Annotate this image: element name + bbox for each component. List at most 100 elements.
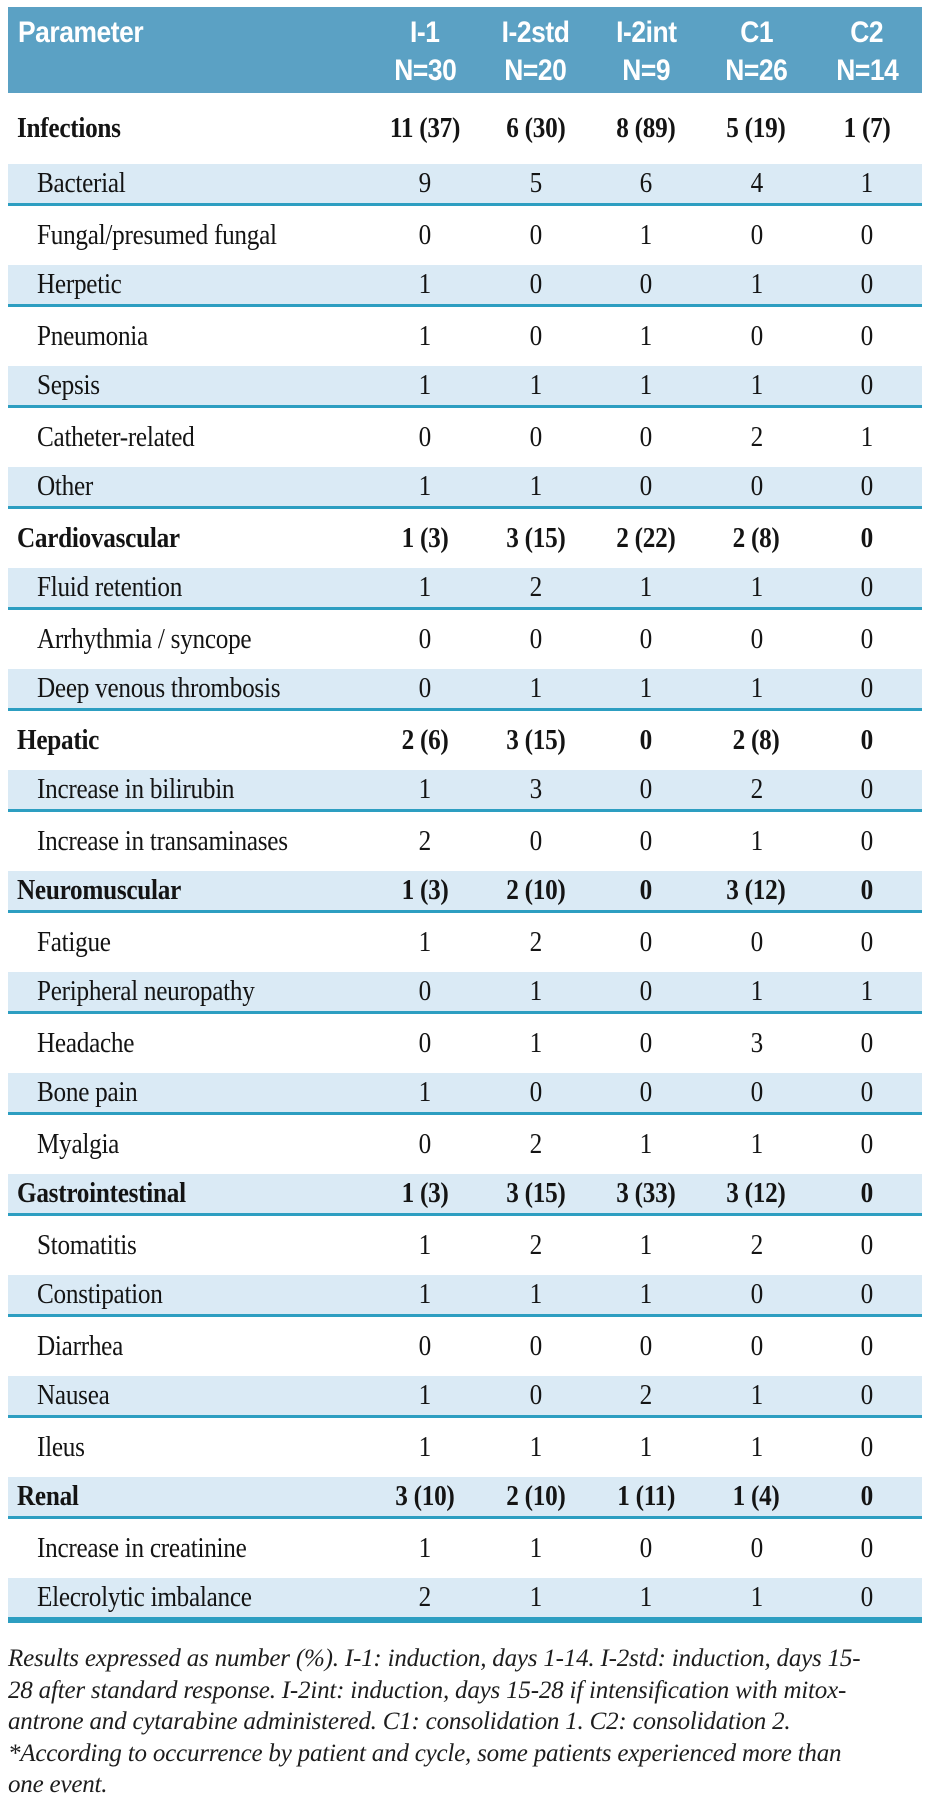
- cell-value: 2 (6): [401, 724, 449, 756]
- row-label: Constipation: [37, 1278, 163, 1310]
- header-cell-c1: C1 N=26: [701, 7, 811, 93]
- cell-value: 1 (3): [401, 522, 449, 554]
- cell-value: 6 (30): [505, 112, 566, 144]
- cell-value: 0: [750, 1330, 763, 1362]
- cell-value: 3 (12): [726, 874, 787, 906]
- header-label: C2: [850, 16, 884, 49]
- table-bottom-rule: [8, 1620, 922, 1623]
- table-row: Renal 3 (10) 2 (10) 1 (11) 1 (4) 0: [8, 1477, 922, 1519]
- cell-value: 2: [529, 926, 542, 958]
- cell-value: 5 (19): [726, 112, 787, 144]
- cell-value: 0: [860, 1076, 874, 1108]
- cell-value: 6: [639, 167, 653, 199]
- cell-value: 1: [419, 470, 432, 502]
- cell-value: 0: [860, 672, 874, 704]
- table-row: Infections 11 (37) 6 (30) 8 (89) 5 (19) 1 (7): [8, 93, 922, 164]
- cell-value: 1: [529, 1027, 542, 1059]
- header-n-count: N=9: [622, 54, 670, 87]
- cell-value: 3 (33): [616, 1177, 676, 1209]
- row-label: Stomatitis: [37, 1229, 137, 1261]
- row-label: Bone pain: [37, 1076, 138, 1108]
- table-row: Gastrointestinal 1 (3) 3 (15) 3 (33) 3 (12) 0: [8, 1174, 922, 1216]
- header-n-count: N=26: [725, 54, 788, 87]
- cell-value: 1: [419, 1229, 432, 1261]
- cell-value: 0: [419, 975, 432, 1007]
- cell-value: 1: [639, 672, 653, 704]
- table-row: Catheter-related 0 0 0 2 1: [8, 408, 922, 467]
- footnote-line: *According to occurrence by patient and …: [8, 1739, 842, 1767]
- cell-value: 2: [529, 1229, 542, 1261]
- cell-value: 0: [860, 1027, 874, 1059]
- cell-value: 1: [750, 571, 763, 603]
- row-label: Fungal/presumed fungal: [37, 219, 277, 251]
- cell-value: 0: [860, 623, 874, 655]
- cell-value: 1: [529, 1431, 542, 1463]
- cell-value: 0: [860, 1278, 874, 1310]
- cell-value: 0: [860, 874, 874, 906]
- cell-value: 3 (10): [395, 1480, 456, 1512]
- cell-value: 1: [750, 268, 763, 300]
- header-cell-parameter: Parameter: [8, 7, 370, 93]
- table-row: Fluid retention 1 2 1 1 0: [8, 568, 922, 610]
- footnote-line: Results expressed as number (%). I-1: in…: [8, 1645, 861, 1672]
- cell-value: 2 (10): [505, 874, 566, 906]
- cell-value: 1: [419, 1278, 432, 1310]
- cell-value: 0: [639, 623, 653, 655]
- cell-value: 1: [529, 975, 542, 1007]
- cell-value: 0: [529, 421, 542, 453]
- row-label: Peripheral neuropathy: [37, 975, 255, 1007]
- adverse-events-table: Parameter I-1 N=30 I-2std N=20 I-2int N=…: [8, 7, 922, 1623]
- cell-value: 1: [639, 1229, 653, 1261]
- cell-value: 0: [750, 1532, 763, 1564]
- row-label: Herpetic: [37, 268, 122, 300]
- row-label: Gastrointestinal: [17, 1177, 186, 1209]
- cell-value: 3: [529, 773, 542, 805]
- cell-value: 1: [750, 369, 763, 401]
- cell-value: 1: [419, 1532, 432, 1564]
- cell-value: 1: [419, 926, 432, 958]
- header-label: Parameter: [18, 16, 144, 49]
- cell-value: 1: [529, 470, 542, 502]
- cell-value: 0: [639, 874, 653, 906]
- cell-value: 0: [639, 470, 653, 502]
- cell-value: 1: [419, 1379, 432, 1411]
- cell-value: 2: [750, 421, 763, 453]
- table-row: Cardiovascular 1 (3) 3 (15) 2 (22) 2 (8) 0: [8, 509, 922, 568]
- cell-value: 0: [750, 219, 763, 251]
- cell-value: 1: [750, 672, 763, 704]
- cell-value: 1: [529, 369, 542, 401]
- header-n-count: N=30: [394, 54, 457, 87]
- cell-value: 3 (12): [726, 1177, 787, 1209]
- cell-value: 0: [419, 219, 432, 251]
- cell-value: 1: [639, 320, 653, 352]
- table-row: Nausea 1 0 2 1 0: [8, 1376, 922, 1418]
- cell-value: 1: [529, 1581, 542, 1613]
- row-label: Catheter-related: [37, 421, 195, 453]
- cell-value: 0: [639, 926, 653, 958]
- cell-value: 1: [419, 320, 432, 352]
- cell-value: 0: [860, 320, 874, 352]
- row-label: Fluid retention: [37, 571, 183, 603]
- cell-value: 9: [419, 167, 432, 199]
- table-row: Ileus 1 1 1 1 0: [8, 1418, 922, 1477]
- table-row: Arrhythmia / syncope 0 0 0 0 0: [8, 610, 922, 669]
- cell-value: 1 (7): [843, 112, 891, 144]
- header-cell-i1: I-1 N=30: [370, 7, 480, 93]
- cell-value: 1: [639, 219, 653, 251]
- cell-value: 1: [419, 1431, 432, 1463]
- header-cell-c2: C2 N=14: [812, 7, 922, 93]
- cell-value: 0: [639, 1027, 653, 1059]
- cell-value: 0: [529, 268, 542, 300]
- cell-value: 0: [750, 926, 763, 958]
- cell-value: 0: [419, 1330, 432, 1362]
- table-row: Other 1 1 0 0 0: [8, 467, 922, 509]
- row-label: Diarrhea: [37, 1330, 123, 1362]
- cell-value: 0: [419, 1027, 432, 1059]
- cell-value: 1: [639, 369, 653, 401]
- row-label: Increase in transaminases: [37, 825, 288, 857]
- cell-value: 0: [860, 1128, 874, 1160]
- cell-value: 0: [750, 470, 763, 502]
- cell-value: 0: [419, 421, 432, 453]
- table-row: Fungal/presumed fungal 0 0 1 0 0: [8, 206, 922, 265]
- cell-value: 1: [419, 773, 432, 805]
